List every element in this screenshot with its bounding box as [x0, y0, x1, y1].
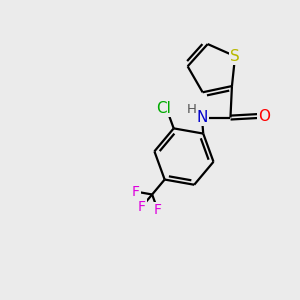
Text: Cl: Cl: [156, 101, 171, 116]
Text: F: F: [154, 203, 162, 217]
Text: N: N: [196, 110, 208, 125]
Text: O: O: [258, 109, 270, 124]
Text: F: F: [132, 184, 140, 199]
Text: H: H: [187, 103, 196, 116]
Text: S: S: [230, 49, 240, 64]
Text: F: F: [137, 200, 146, 214]
